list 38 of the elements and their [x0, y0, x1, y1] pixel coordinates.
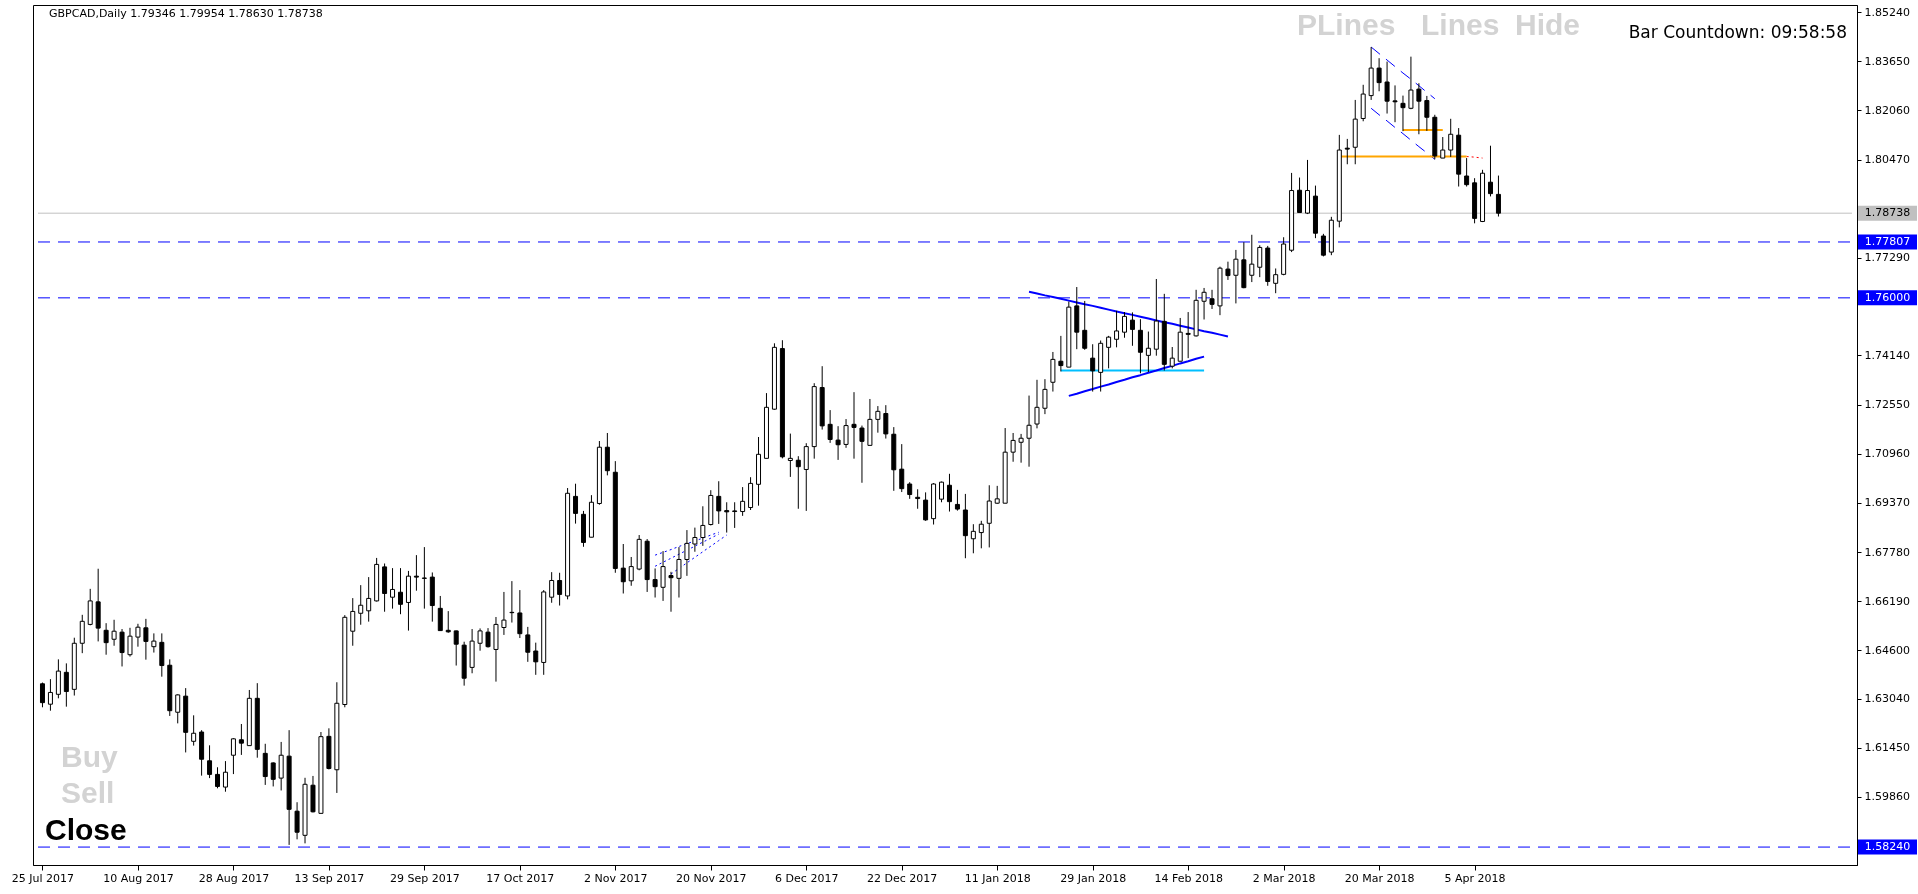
ref-line-label: 1.58240: [1864, 840, 1911, 854]
y-tick-label: 1.74140: [1864, 348, 1910, 362]
x-tick-label: 2 Mar 2018: [1252, 871, 1316, 885]
annotation: Close: [45, 813, 127, 846]
y-tick-label: 1.59860: [1864, 790, 1910, 804]
y-tick-label: 1.80470: [1864, 153, 1910, 167]
x-tick-label: 2 Nov 2017: [584, 871, 648, 885]
annotation: Bar Countdown: 09:58:58: [1628, 22, 1847, 42]
x-tick-label: 10 Aug 2017: [103, 871, 174, 885]
ref-line-label: 1.77807: [1864, 234, 1911, 248]
y-tick-label: 1.69370: [1864, 496, 1910, 510]
ref-line-label: 1.76000: [1864, 290, 1911, 304]
x-tick-label: 6 Dec 2017: [775, 871, 839, 885]
x-tick-label: 29 Sep 2017: [390, 871, 460, 885]
x-tick-label: 14 Feb 2018: [1154, 871, 1223, 885]
x-tick-label: 17 Oct 2017: [486, 871, 555, 885]
y-tick-label: 1.83650: [1864, 54, 1910, 68]
x-tick-label: 11 Jan 2018: [964, 871, 1031, 885]
y-tick-label: 1.72550: [1864, 398, 1910, 412]
y-tick-label: 1.61450: [1864, 741, 1910, 755]
y-tick-label: 1.85240: [1864, 5, 1910, 19]
x-tick-label: 20 Nov 2017: [676, 871, 747, 885]
ref-line-label: 1.78738: [1864, 206, 1911, 220]
chart-title: GBPCAD,Daily 1.79346 1.79954 1.78630 1.78738: [49, 7, 323, 20]
x-tick-label: 20 Mar 2018: [1344, 871, 1415, 885]
y-tick-label: 1.66190: [1864, 594, 1910, 608]
x-tick-label: 29 Jan 2018: [1060, 871, 1127, 885]
y-tick-label: 1.67780: [1864, 545, 1910, 559]
y-tick-label: 1.63040: [1864, 692, 1910, 706]
y-tick-label: 1.64600: [1864, 643, 1910, 657]
y-tick-label: 1.77290: [1864, 251, 1910, 265]
x-tick-label: 13 Sep 2017: [294, 871, 365, 885]
x-tick-label: 25 Jul 2017: [11, 871, 75, 885]
x-tick-label: 22 Dec 2017: [867, 871, 938, 885]
x-tick-label: 28 Aug 2017: [198, 871, 270, 885]
y-tick-label: 1.70960: [1864, 447, 1910, 461]
x-tick-label: 5 Apr 2018: [1444, 871, 1506, 885]
y-tick-label: 1.82060: [1864, 103, 1910, 117]
